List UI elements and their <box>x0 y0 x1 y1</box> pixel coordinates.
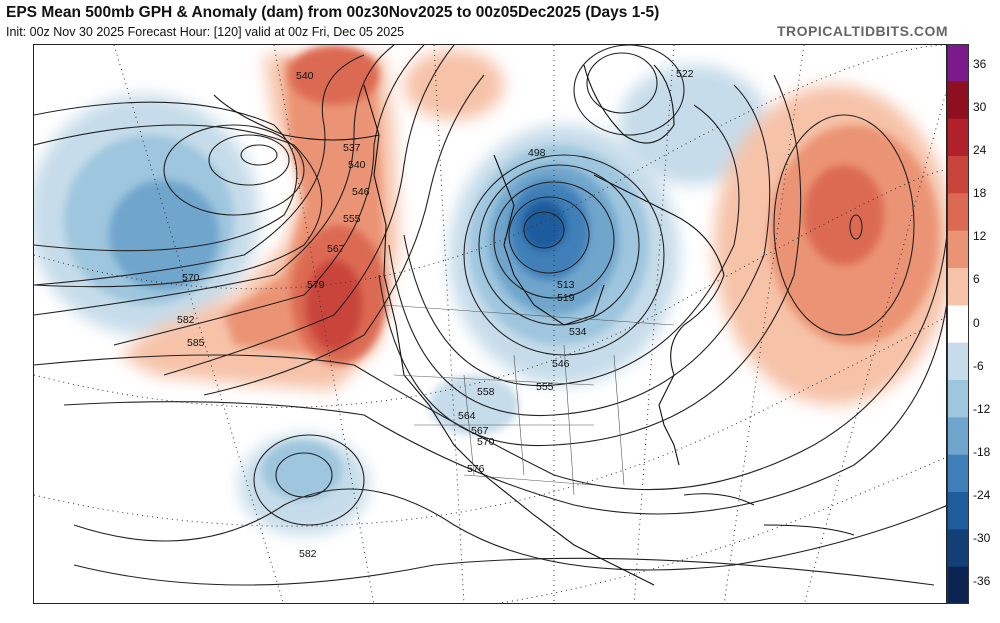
contour-label: 555 <box>343 213 361 225</box>
brand-watermark: TROPICALTIDBITS.COM <box>776 23 948 39</box>
political-borders <box>383 304 675 496</box>
contour-label: 522 <box>676 68 694 80</box>
anomaly-shading <box>34 45 946 535</box>
colorbar-swatch <box>947 305 969 344</box>
colorbar-label: 24 <box>973 143 987 157</box>
colorbar-swatch <box>947 417 969 456</box>
contour-label: 582 <box>177 314 195 326</box>
colorbar-label: 36 <box>973 57 987 71</box>
colorbar-label: 0 <box>973 316 980 330</box>
contour-label: 576 <box>467 463 485 475</box>
contour-labels: 540 537 540 546 555 567 570 579 582 585 … <box>177 68 694 560</box>
contour-label: 546 <box>352 186 370 198</box>
contour-label: 534 <box>569 326 587 338</box>
contour-label: 540 <box>296 70 314 82</box>
colorbar-swatch <box>947 454 969 493</box>
contour-label: 579 <box>307 279 325 291</box>
contour-label: 570 <box>477 436 495 448</box>
map-subtitle: Init: 00z Nov 30 2025 Forecast Hour: [12… <box>6 25 405 39</box>
colorbar-label: 6 <box>973 272 980 286</box>
contour-label: 567 <box>327 243 345 255</box>
colorbar-label: -18 <box>973 445 991 459</box>
colorbar <box>947 44 969 605</box>
contour-label: 564 <box>458 410 476 422</box>
anomaly-map: 540 537 540 546 555 567 570 579 582 585 … <box>33 44 947 604</box>
contour-label: 567 <box>471 425 489 437</box>
colorbar-label: -30 <box>973 531 991 545</box>
contour-label: 585 <box>187 337 205 349</box>
colorbar-swatch <box>947 156 969 194</box>
colorbar-label: -24 <box>973 488 991 502</box>
map-canvas: 540 537 540 546 555 567 570 579 582 585 … <box>34 45 946 603</box>
contour-label: 519 <box>557 292 575 304</box>
map-title: EPS Mean 500mb GPH & Anomaly (dam) from … <box>6 4 660 21</box>
colorbar-border <box>947 44 969 604</box>
colorbar-swatch <box>947 44 969 82</box>
contour-label: 540 <box>348 159 366 171</box>
colorbar-swatch <box>947 492 969 530</box>
colorbar-swatch <box>947 193 969 232</box>
colorbar-label: -12 <box>973 402 991 416</box>
height-contours <box>34 45 946 586</box>
contour-label: 546 <box>552 358 570 370</box>
colorbar-label: 30 <box>973 100 987 114</box>
colorbar-label: 18 <box>973 186 987 200</box>
colorbar-label: -6 <box>973 359 984 373</box>
contour-label: 537 <box>343 142 361 154</box>
coastlines <box>213 64 855 586</box>
colorbar-swatch <box>947 118 969 157</box>
colorbar-label: -36 <box>973 574 991 588</box>
contour-label: 498 <box>528 147 546 159</box>
colorbar-swatch <box>947 342 969 381</box>
contour-label: 558 <box>477 386 495 398</box>
contour-label: 555 <box>536 381 554 393</box>
contour-label: 513 <box>557 279 575 291</box>
colorbar-swatch <box>947 566 969 605</box>
colorbar-swatch <box>947 81 969 120</box>
colorbar-swatch <box>947 380 969 418</box>
colorbar-swatch <box>947 268 969 306</box>
contour-label: 570 <box>182 272 200 284</box>
colorbar-swatch <box>947 529 969 568</box>
colorbar-label: 12 <box>973 229 987 243</box>
colorbar-swatch <box>947 230 969 269</box>
contour-label: 582 <box>299 548 317 560</box>
colorbar-swatches <box>947 44 969 605</box>
